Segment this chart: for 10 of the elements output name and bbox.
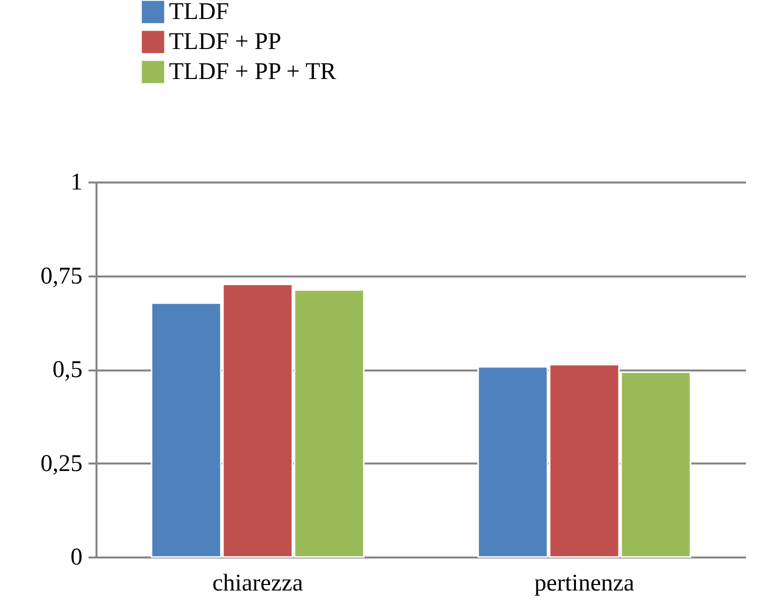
text: 0 (70, 544, 82, 570)
legend-label: TLDF + PP + TR (169, 59, 336, 85)
legend-label: TLDF + PP (169, 29, 282, 55)
y-tick-label: 0,5 (52, 357, 82, 383)
x-tick-label: pertinenza (534, 570, 635, 596)
y-tick-label: 0,75 (40, 263, 82, 290)
y-tick-label: 1 (70, 170, 82, 196)
y-tick-label: 0,25 (40, 450, 82, 477)
x-tick-label: chiarezza (212, 570, 304, 596)
legend-label: TLDF (169, 0, 229, 25)
